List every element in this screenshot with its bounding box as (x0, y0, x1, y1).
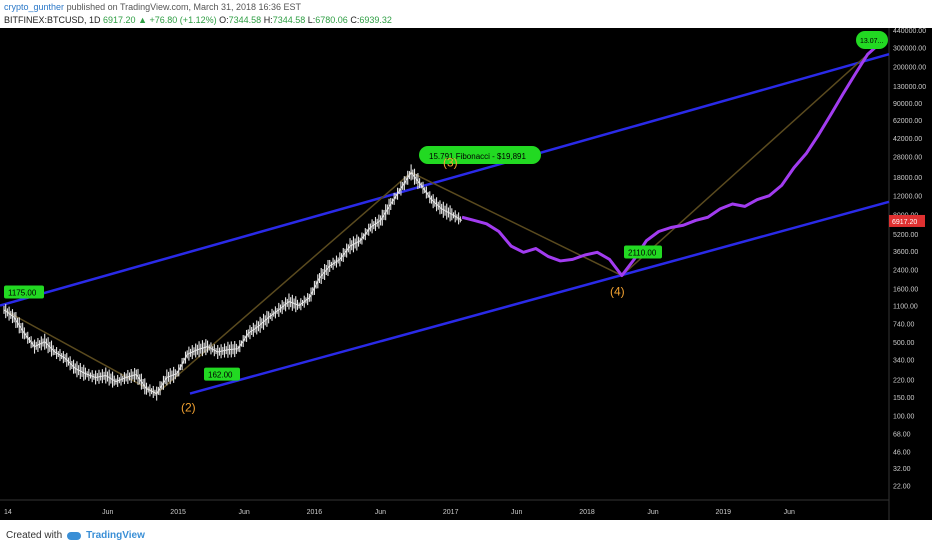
y-tick-label: 22.00 (893, 483, 911, 490)
last-price: 6917.20 (103, 15, 136, 25)
published-text: published on TradingView.com, March 31, … (66, 2, 302, 12)
x-tick-label: Jun (511, 509, 522, 516)
y-tick-label: 100.00 (893, 414, 915, 421)
x-tick-label: Jun (102, 509, 113, 516)
high-label: H: (263, 15, 273, 25)
y-tick-label: 42000.00 (893, 136, 922, 143)
chart-footer: Created with TradingView (0, 520, 932, 550)
y-tick-label: 150.00 (893, 395, 915, 402)
x-tick-label: Jun (647, 509, 658, 516)
price-axis[interactable] (889, 28, 932, 520)
y-tick-label: 5200.00 (893, 232, 918, 239)
price-series (3, 42, 881, 401)
price-chart[interactable]: 440000.00 300000.00 200000.00 130000.00 9000… (0, 28, 932, 520)
upper-channel-line (0, 53, 890, 307)
close-value: 6939.32 (359, 15, 392, 25)
symbol-line: BITFINEX:BTCUSD, 1D 6917.20 ▲ +76.80 (+1… (4, 15, 392, 25)
historical-series-line (3, 171, 463, 395)
low-value: 6780.06 (315, 15, 348, 25)
x-tick-label: 2019 (716, 509, 732, 516)
wave-label-2: (2) (181, 401, 196, 415)
tradingview-cloud-icon (67, 531, 82, 540)
last-price-tag-box (889, 214, 925, 227)
close-label: C: (350, 15, 360, 25)
y-tick-label: 200000.00 (893, 64, 926, 71)
y-tick-label: 500.00 (893, 340, 915, 347)
lower-channel-line (189, 200, 890, 395)
price-label-2110-box (624, 245, 662, 259)
y-tick-label: 28000.00 (893, 155, 922, 162)
y-tick-label: 62000.00 (893, 118, 922, 125)
y-tick-label: 12000.00 (893, 194, 922, 201)
high-value: 7344.58 (272, 15, 306, 25)
price-label-1175: 1175.00 (8, 289, 37, 298)
created-text: Created with (6, 530, 63, 541)
x-tick-label: 14 (4, 509, 12, 516)
annotations: 1175.00 162.00 2110.00 15.791 Fibonacci - $… (4, 31, 925, 415)
y-tick-label: 68.00 (893, 431, 911, 438)
wave-label-3: (3) (443, 155, 458, 169)
x-tick-label: Jun (375, 509, 386, 516)
symbol-label[interactable]: BITFINEX:BTCUSD, 1D (4, 15, 101, 25)
y-tick-label: 3600.00 (893, 249, 918, 256)
y-tick-label: 220.00 (893, 377, 915, 384)
top-label-box (856, 31, 888, 49)
publish-line: crypto_gunther published on TradingView.… (4, 2, 301, 12)
author-link[interactable]: crypto_gunther (4, 2, 65, 12)
y-tick-label: 300000.00 (893, 46, 926, 53)
chart-header: crypto_gunther published on TradingView.… (0, 0, 932, 28)
y-tick-label: 2400.00 (893, 268, 918, 275)
y-tick-label: 90000.00 (893, 101, 922, 108)
fib-label: 15.791 Fibonacci - $19,891 (429, 152, 527, 161)
channel-lines (0, 53, 890, 395)
y-tick-labels: 440000.00 300000.00 200000.00 130000.00 9000… (893, 28, 926, 490)
open-value: 7344.58 (228, 15, 262, 25)
price-label-162-box (204, 367, 240, 381)
price-label-1175-box (4, 285, 44, 299)
chart-background (0, 28, 932, 520)
x-tick-label: 2015 (170, 509, 186, 516)
y-tick-label: 1600.00 (893, 286, 918, 293)
projection-series-line (461, 42, 881, 278)
y-tick-label: 440000.00 (893, 28, 926, 35)
price-label-162: 162.00 (208, 371, 233, 380)
up-arrow-icon: ▲ (138, 15, 148, 25)
x-tick-label: Jun (238, 509, 249, 516)
price-change: +76.80 (+1.12%) (149, 15, 217, 25)
y-tick-label: 32.00 (893, 466, 911, 473)
low-label: L: (307, 15, 316, 25)
top-label: 13.07... (860, 38, 883, 45)
created-with: Created with TradingView (6, 530, 145, 541)
y-tick-label: 340.00 (893, 357, 915, 364)
open-label: O: (219, 15, 229, 25)
price-label-2110: 2110.00 (628, 249, 657, 258)
y-tick-label: 1100.00 (893, 304, 918, 311)
x-tick-label: 2018 (579, 509, 595, 516)
x-tick-labels: 14 Jun 2015 Jun 2016 Jun 2017 Jun 2018 Jun 2019 Jun (4, 509, 795, 516)
fib-label-box (419, 146, 541, 164)
x-tick-label: 2017 (443, 509, 459, 516)
y-tick-label: 18000.00 (893, 175, 922, 182)
y-tick-label: 740.00 (893, 322, 915, 329)
last-price-tag: 6917.20 (892, 219, 917, 226)
x-tick-label: 2016 (307, 509, 323, 516)
y-tick-label: 46.00 (893, 449, 911, 456)
tradingview-brand[interactable]: TradingView (86, 530, 145, 541)
wave-label-4: (4) (610, 285, 625, 299)
y-tick-label: 130000.00 (893, 84, 926, 91)
x-tick-label: Jun (784, 509, 795, 516)
